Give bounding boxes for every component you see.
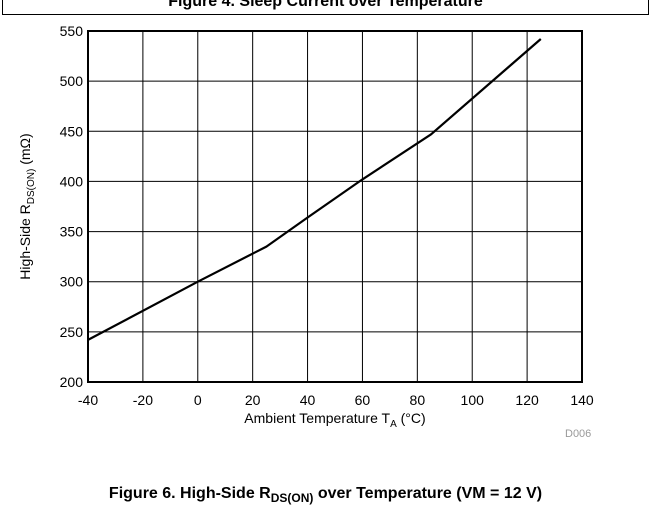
x-tick-label: 60 (355, 392, 371, 408)
x-tick-label: 0 (194, 392, 202, 408)
y-tick-label: 300 (60, 274, 84, 290)
x-tick-label: 20 (245, 392, 261, 408)
x-axis-label-main: Ambient Temperature T (244, 410, 390, 426)
x-axis-label: Ambient Temperature TA (°C) (244, 410, 425, 430)
chart: 200 250 300 350 400 450 500 550 -40 -20 0 20 40 60 80… (17, 23, 594, 430)
figure-caption-subscript: DS(ON) (270, 491, 314, 506)
y-tick-label: 450 (60, 123, 84, 139)
x-axis-label-unit: (°C) (397, 410, 426, 426)
y-tick-label: 500 (60, 73, 84, 89)
y-tick-label: 350 (60, 224, 84, 240)
x-tick-label: -20 (133, 392, 153, 408)
series-line (87, 38, 542, 341)
y-tick-labels: 200 250 300 350 400 450 500 550 (60, 23, 84, 390)
x-tick-label: 100 (461, 392, 485, 408)
x-tick-labels: -40 -20 0 20 40 60 80 100 120 140 (78, 392, 594, 408)
x-tick-label: 80 (410, 392, 426, 408)
y-tick-label: 400 (60, 173, 84, 189)
plot-frame (87, 30, 583, 383)
chart-grid (87, 30, 583, 383)
figure-caption-suffix: over Temperature (VM = 12 V) (313, 485, 543, 502)
x-tick-label: 120 (515, 392, 539, 408)
figure-caption-main: Figure 6. High-Side R (108, 485, 271, 502)
previous-figure-caption: Figure 4. Sleep Current over Temperature (168, 0, 483, 10)
y-tick-label: 550 (60, 23, 84, 39)
x-tick-label: 40 (300, 392, 316, 408)
y-axis-label-unit: (mΩ) (17, 133, 33, 168)
x-tick-label: -40 (78, 392, 98, 408)
y-axis-label: High-Side RDS(ON) (mΩ) (17, 133, 37, 279)
figure-caption: Figure 6. High-Side RDS(ON) over Tempera… (0, 485, 651, 505)
y-tick-label: 200 (60, 374, 84, 390)
y-axis-label-sub: DS(ON) (26, 169, 37, 205)
x-tick-label: 140 (570, 392, 594, 408)
chart-id-label: D006 (565, 428, 592, 440)
previous-figure-frame (2, 0, 649, 15)
y-tick-label: 250 (60, 324, 84, 340)
y-axis-label-main: High-Side R (17, 204, 33, 279)
x-axis-label-sub: A (390, 419, 397, 430)
chart-series (87, 38, 542, 341)
